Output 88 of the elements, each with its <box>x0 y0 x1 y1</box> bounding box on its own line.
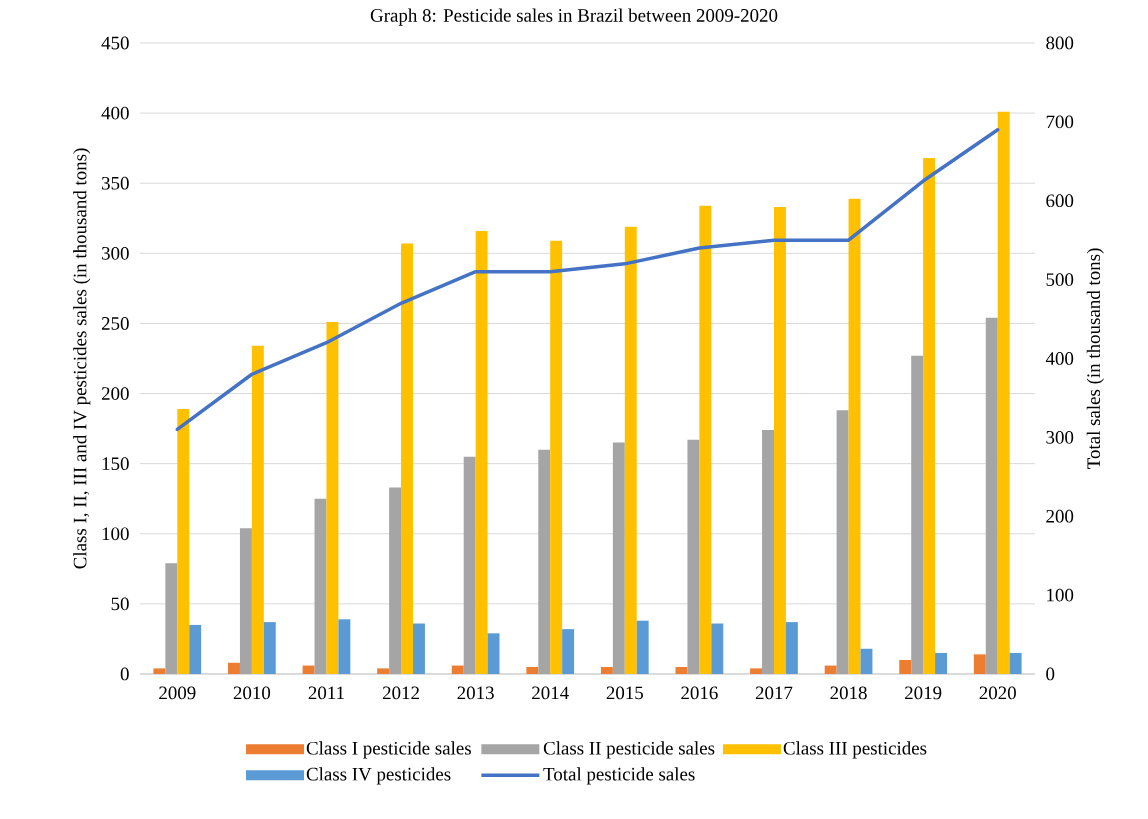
legend-label: Class IV pesticides <box>306 767 451 785</box>
bar <box>538 449 551 674</box>
line-series <box>175 128 1000 432</box>
bar <box>600 666 613 674</box>
bar <box>923 157 936 674</box>
bar <box>562 629 575 674</box>
x-tick-label: 2009 <box>159 686 196 700</box>
x-tick-label: 2016 <box>681 686 718 700</box>
bar <box>824 665 837 674</box>
y2-tick-label: 500 <box>1046 273 1074 286</box>
bar <box>389 487 402 674</box>
bar <box>550 240 563 674</box>
x-tick-label: 2010 <box>233 686 271 700</box>
bar <box>1009 652 1022 674</box>
bar <box>612 442 625 674</box>
bar <box>687 439 700 674</box>
y-tick-label: 100 <box>102 527 129 541</box>
y-tick-label: 300 <box>102 246 129 260</box>
bar <box>860 648 873 674</box>
y-tick-label: 200 <box>101 387 129 400</box>
bar <box>463 456 476 674</box>
bar <box>189 624 202 674</box>
y-tick-label: 450 <box>101 36 129 50</box>
bar <box>302 665 315 674</box>
bar <box>526 666 539 674</box>
x-tick-label: 2012 <box>382 686 419 700</box>
x-tick-label: 2011 <box>308 686 344 700</box>
bar <box>314 498 327 674</box>
bar <box>750 668 763 674</box>
y2-tick-label: 600 <box>1046 194 1074 208</box>
y-tick-label: 150 <box>102 457 129 471</box>
bar <box>487 633 500 674</box>
bar <box>773 207 786 674</box>
y2-tick-label: 400 <box>1045 352 1074 365</box>
bar <box>836 410 849 674</box>
bar <box>228 662 240 674</box>
x-tick-label: 2018 <box>830 686 867 700</box>
bar <box>675 666 688 674</box>
y-tick-label: 400 <box>101 106 129 120</box>
bar <box>985 317 998 674</box>
y-tick-label: 250 <box>101 317 129 330</box>
y-tick-label: 350 <box>102 176 129 190</box>
bar <box>899 659 912 674</box>
bar <box>997 111 1010 674</box>
bar <box>239 528 252 674</box>
bar <box>699 205 712 674</box>
legend-label: Class I pesticide sales <box>306 741 471 759</box>
bar <box>711 623 724 674</box>
bar <box>263 622 276 674</box>
y2-tick-label: 200 <box>1046 509 1074 523</box>
y2-tick-label: 100 <box>1047 588 1074 602</box>
y2-tick-label: 700 <box>1046 115 1074 129</box>
bar <box>412 623 425 674</box>
bar <box>935 652 948 674</box>
y2-axis-title: Total sales (in thousand tons) <box>1086 248 1104 469</box>
bar <box>785 622 798 674</box>
legend-label: Class II pesticide sales <box>543 741 715 759</box>
bar <box>848 198 861 674</box>
chart-title: Graph 8: Pesticide sales in Brazil between 2009-2020 <box>370 8 778 26</box>
y2-tick-label: 0 <box>1046 667 1055 681</box>
x-tick-label: 2014 <box>532 686 569 700</box>
x-tick-label: 2020 <box>979 686 1016 700</box>
y-tick-label: 50 <box>111 597 129 611</box>
bar <box>177 408 190 674</box>
bar <box>251 345 264 674</box>
x-tick-label: 2019 <box>905 686 942 700</box>
y-axis-title: Class I, II, III and IV pesticides sales (in thousand tons) <box>73 148 91 569</box>
bar <box>475 230 488 674</box>
legend-label: Class III pesticides <box>783 741 927 759</box>
y-tick-label: 0 <box>120 667 129 681</box>
bar <box>636 620 649 674</box>
legend-label: Total pesticide sales <box>543 767 695 785</box>
y2-tick-label: 300 <box>1046 430 1074 444</box>
bar <box>401 243 413 674</box>
bar <box>624 226 637 674</box>
bar <box>762 430 774 674</box>
bar <box>911 355 924 674</box>
bar <box>451 665 464 674</box>
bar <box>165 563 178 674</box>
bar <box>973 654 986 674</box>
y2-tick-label: 800 <box>1046 36 1074 50</box>
bar <box>153 668 166 674</box>
bar <box>326 322 339 674</box>
x-tick-label: 2017 <box>755 686 793 700</box>
x-tick-label: 2013 <box>457 686 494 700</box>
bar <box>338 619 351 674</box>
x-tick-label: 2015 <box>606 686 643 700</box>
bar <box>377 668 390 674</box>
